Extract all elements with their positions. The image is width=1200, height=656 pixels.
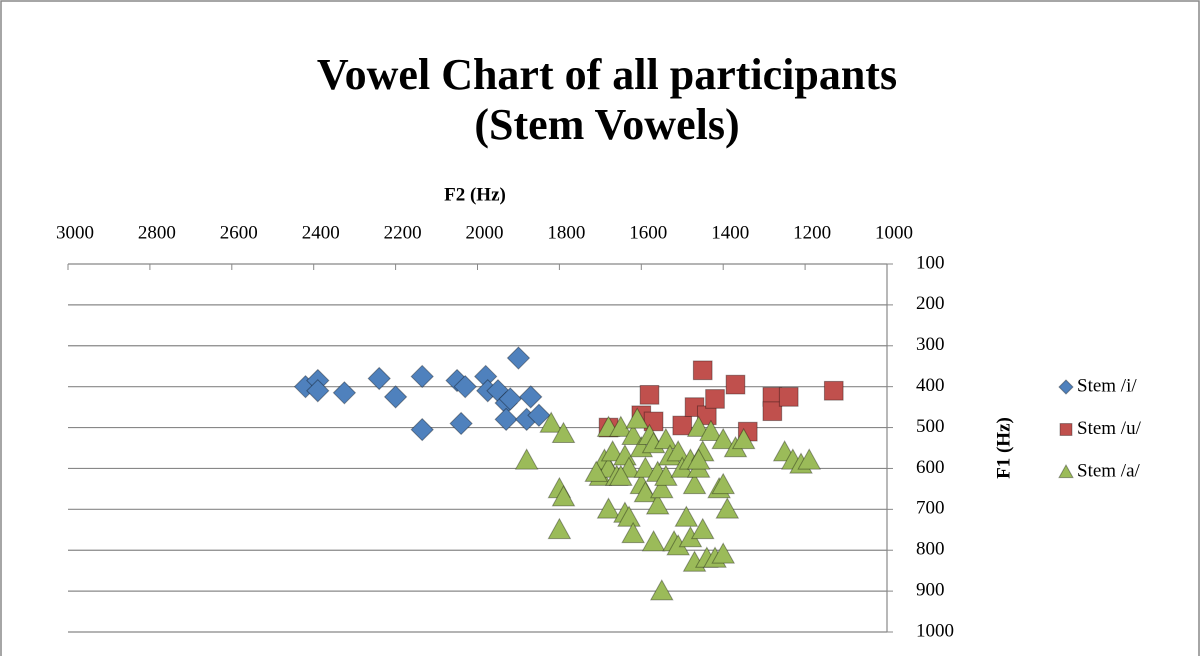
marker-triangle [682,472,707,495]
marker-triangle [547,517,572,540]
marker-triangle [674,505,699,527]
marker-triangle [514,448,539,470]
legend-label: Stem /u/ [1077,418,1142,439]
marker-triangle [625,407,650,429]
y-tick-label: 1000 [916,620,954,641]
x-tick-label: 2800 [138,222,176,243]
marker-triangle [551,485,576,507]
marker-triangle [654,427,678,450]
marker-diamond [410,417,434,442]
y-tick-label: 600 [916,457,945,478]
marker-triangle [715,497,740,519]
marker-square [823,380,844,401]
marker-square [692,360,713,381]
marker-square [705,389,725,409]
marker-diamond [306,379,330,403]
marker-triangle [608,415,633,437]
marker-diamond [506,346,531,370]
marker-triangle [797,448,822,470]
marker-triangle [621,521,645,544]
x-tick-label: 1000 [875,222,913,243]
marker-triangle [699,419,723,441]
chart-title: (Stem Vowels) [474,100,739,149]
x-tick-label: 1600 [629,222,667,243]
x-tick-label: 2600 [220,222,258,243]
y-tick-label: 500 [916,416,945,437]
marker-triangle [584,460,609,482]
marker-triangle [654,464,678,486]
x-tick-label: 2000 [466,222,504,243]
legend-label: Stem /a/ [1077,460,1141,481]
marker-diamond [383,385,408,409]
marker-triangle [649,476,674,499]
chart-title: Vowel Chart of all participants [317,50,897,99]
marker-triangle [633,456,658,478]
marker-square [725,374,746,395]
x-tick-label: 2400 [302,222,340,243]
marker-diamond [498,387,522,411]
marker-triangle [686,448,711,470]
marker-triangle [690,517,715,540]
y-tick-label: 200 [916,293,945,314]
marker-diamond [367,366,391,391]
marker-triangle [596,497,621,519]
marker-diamond [453,374,477,399]
y-tick-label: 300 [916,334,945,355]
marker-triangle [649,579,674,601]
x-tick-label: 1200 [793,222,831,243]
y-tick-label: 900 [916,579,945,600]
marker-triangle [645,493,670,515]
y-axis-title: F1 (Hz) [993,417,1014,479]
marker-diamond [494,407,518,432]
marker-triangle [711,542,736,564]
marker-triangle [617,505,641,527]
x-axis-title: F2 (Hz) [444,184,506,205]
marker-triangle [621,423,645,446]
x-tick-label: 1800 [547,222,585,243]
legend-marker [1058,379,1074,395]
marker-triangle [711,427,736,450]
marker-triangle [641,530,666,552]
marker-triangle [686,415,711,437]
marker-diamond [527,403,551,427]
marker-square [778,387,799,407]
marker-triangle [711,472,736,495]
marker-diamond [332,381,357,405]
legend-label: Stem /i/ [1077,375,1137,396]
marker-triangle [666,440,691,462]
y-tick-label: 400 [916,375,945,396]
marker-triangle [600,440,625,462]
marker-triangle [539,411,564,433]
y-tick-label: 100 [916,252,945,273]
marker-square [639,384,660,405]
y-tick-label: 700 [916,498,945,519]
x-tick-label: 2200 [384,222,422,243]
x-tick-label: 3000 [56,222,94,243]
marker-diamond [519,385,543,409]
y-tick-label: 800 [916,539,945,560]
legend-marker [1058,463,1074,479]
marker-triangle [608,464,633,486]
marker-square [672,415,693,436]
x-tick-label: 1400 [711,222,749,243]
marker-diamond [449,411,473,436]
marker-square [762,401,783,422]
marker-diamond [410,364,434,389]
marker-triangle [551,421,576,443]
marker-triangle [633,480,658,503]
legend-marker [1059,423,1073,436]
marker-triangle [731,427,756,450]
